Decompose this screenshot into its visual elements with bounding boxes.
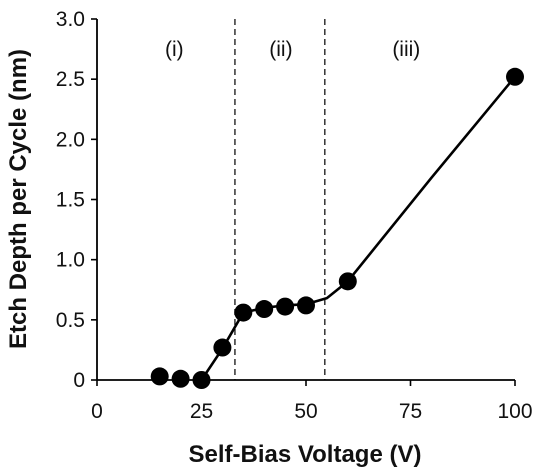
y-tick-label-4: 2.0 <box>56 128 85 151</box>
data-point <box>338 272 357 291</box>
data-point <box>150 367 169 386</box>
data-point <box>213 338 232 357</box>
y-tick-label-3: 1.5 <box>56 189 85 212</box>
y-tick-label-5: 2.5 <box>56 68 85 91</box>
data-point <box>171 369 190 388</box>
x-tick-label-1: 25 <box>190 400 213 423</box>
region-label-2: (ii) <box>269 38 292 61</box>
x-tick-label-3: 75 <box>399 400 422 423</box>
region-label-3: (iii) <box>392 38 420 61</box>
trend-line <box>200 75 517 381</box>
data-point <box>297 296 315 315</box>
data-point <box>234 303 253 322</box>
x-tick-label-0: 0 <box>91 400 103 423</box>
y-tick-label-1: 0.5 <box>56 309 85 332</box>
region-label-1: (i) <box>165 38 184 61</box>
data-point <box>255 300 274 319</box>
data-point <box>192 371 211 389</box>
y-tick-label-6: 3.0 <box>56 8 85 31</box>
x-tick-label-4: 100 <box>497 400 532 423</box>
y-axis-title: Etch Depth per Cycle (nm) <box>5 49 32 349</box>
x-axis-title: Self-Bias Voltage (V) <box>189 441 422 467</box>
data-point <box>276 297 295 316</box>
y-tick-label-0: 0 <box>73 369 85 392</box>
plot-area: 0 0.5 1.0 1.5 2.0 2.5 3.0 0 25 50 75 100 (i) (ii) (iii… <box>56 8 533 423</box>
y-tick-label-2: 1.0 <box>56 249 85 272</box>
x-tick-label-2: 50 <box>294 400 317 423</box>
data-point <box>506 67 524 86</box>
